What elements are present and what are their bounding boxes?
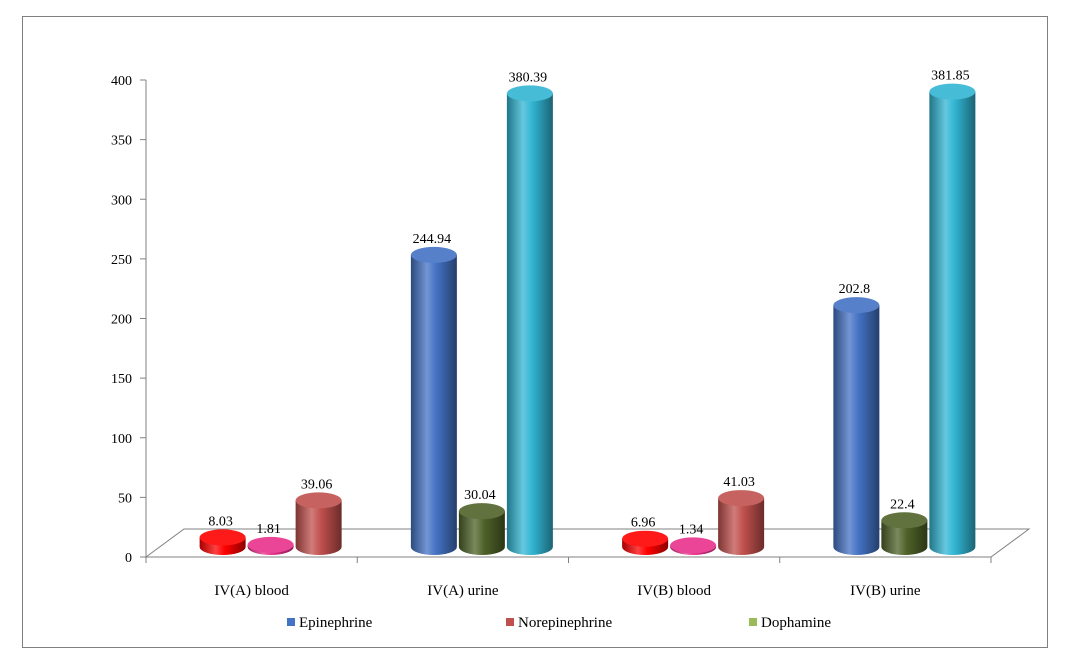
bar-epinephrine-4 bbox=[833, 297, 880, 555]
data-label-norepinephrine-3: 1.34 bbox=[679, 522, 704, 537]
data-label-epinephrine-1: 8.03 bbox=[208, 514, 233, 529]
data-label-epinephrine-3: 6.96 bbox=[631, 516, 656, 531]
y-tick-label: 350 bbox=[111, 134, 132, 149]
x-category-label: IV(B) blood bbox=[637, 583, 711, 599]
legend-label-norepinephrine: Norepinephrine bbox=[518, 615, 612, 631]
x-category-label: IV(A) blood bbox=[214, 583, 289, 599]
y-tick-label: 200 bbox=[111, 313, 132, 328]
bar-body bbox=[833, 305, 880, 555]
y-tick-label: 400 bbox=[111, 74, 132, 89]
bar-top bbox=[670, 537, 717, 554]
y-tick-label: 0 bbox=[125, 551, 132, 566]
data-label-norepinephrine-4: 22.4 bbox=[890, 497, 915, 512]
bar-norepinephrine-1 bbox=[247, 536, 294, 555]
bar-epinephrine-2 bbox=[410, 246, 457, 555]
data-label-norepinephrine-1: 1.81 bbox=[256, 522, 281, 537]
legend-swatch-dophamine bbox=[749, 618, 757, 626]
bar-body bbox=[718, 498, 765, 555]
bar-top bbox=[410, 246, 457, 263]
data-label-dophamine-3: 41.03 bbox=[723, 475, 755, 490]
legend-label-epinephrine: Epinephrine bbox=[299, 615, 373, 631]
y-tick-label: 50 bbox=[118, 491, 132, 506]
bar-norepinephrine-4 bbox=[881, 512, 928, 555]
bar-body bbox=[929, 91, 976, 556]
data-label-dophamine-4: 381.85 bbox=[931, 69, 970, 84]
data-label-epinephrine-2: 244.94 bbox=[413, 232, 452, 247]
x-category-label: IV(B) urine bbox=[850, 583, 921, 599]
data-label-dophamine-2: 380.39 bbox=[509, 70, 548, 85]
x-category-label: IV(A) urine bbox=[427, 583, 499, 599]
data-label-epinephrine-4: 202.8 bbox=[839, 282, 871, 297]
bar-top bbox=[295, 492, 342, 509]
bar-top bbox=[833, 297, 880, 314]
data-label-dophamine-1: 39.06 bbox=[301, 477, 333, 492]
bar-top bbox=[718, 490, 765, 507]
y-tick-label: 300 bbox=[111, 193, 132, 208]
legend-label-dophamine: Dophamine bbox=[761, 615, 831, 631]
bar-top bbox=[881, 512, 928, 529]
bar-body bbox=[506, 93, 553, 556]
legend-swatch-norepinephrine bbox=[506, 618, 514, 626]
bar-body bbox=[881, 520, 928, 555]
bar-dophamine-2 bbox=[506, 85, 553, 556]
bar-dophamine-3 bbox=[718, 490, 765, 555]
bar-top bbox=[622, 530, 669, 547]
y-tick-label: 100 bbox=[111, 432, 132, 447]
bar-top bbox=[929, 83, 976, 100]
bar-body bbox=[295, 500, 342, 555]
data-label-norepinephrine-2: 30.04 bbox=[464, 488, 496, 503]
legend-swatch-epinephrine bbox=[287, 618, 295, 626]
bar-norepinephrine-3 bbox=[670, 537, 717, 555]
bar-body bbox=[458, 511, 505, 555]
bar-top bbox=[458, 503, 505, 520]
bar-dophamine-4 bbox=[929, 83, 976, 556]
bar-top bbox=[199, 529, 246, 546]
bar-body bbox=[410, 254, 457, 555]
bar-top bbox=[247, 536, 294, 553]
bar-epinephrine-3 bbox=[622, 530, 669, 555]
bar-norepinephrine-2 bbox=[458, 503, 505, 555]
y-tick-label: 250 bbox=[111, 253, 132, 268]
bar-epinephrine-1 bbox=[199, 529, 246, 555]
y-tick-label: 150 bbox=[111, 372, 132, 387]
bar-top bbox=[506, 85, 553, 102]
bar-dophamine-1 bbox=[295, 492, 342, 555]
